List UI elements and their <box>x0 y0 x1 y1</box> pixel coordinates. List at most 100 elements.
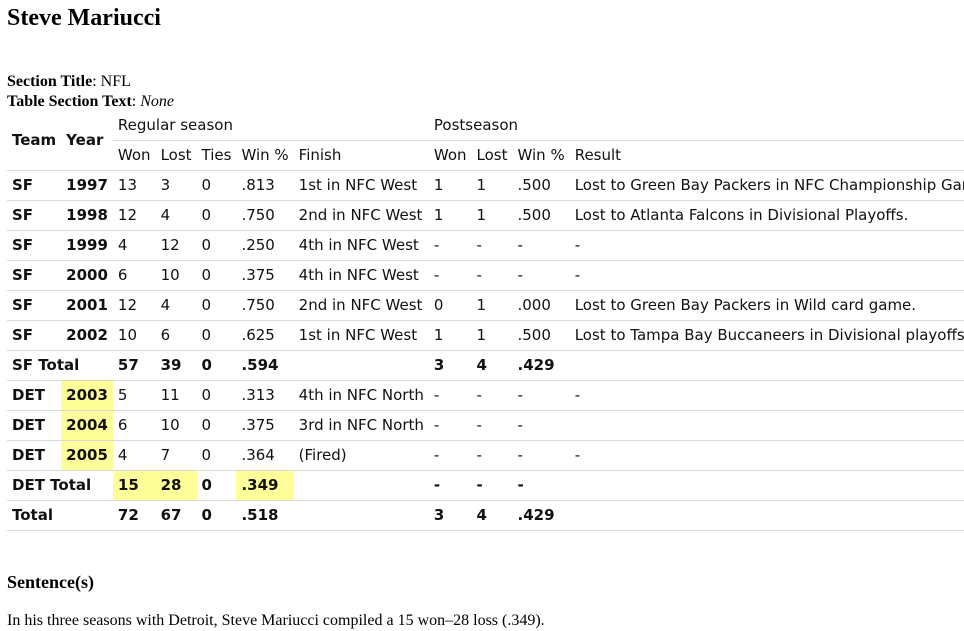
cell-post-won: - <box>428 410 472 441</box>
cell-win-pct: .375 <box>236 260 294 291</box>
cell-year: 1997 <box>61 170 113 201</box>
table-row: SF 1998 12 4 0 .750 2nd in NFC West 1 1 … <box>7 200 964 231</box>
cell-post-won: - <box>428 230 472 261</box>
cell-finish <box>293 500 429 531</box>
cell-year: 1998 <box>61 200 113 231</box>
cell-team: DET <box>7 440 62 471</box>
cell-post-lost: 4 <box>471 500 513 531</box>
cell-post-win-pct: .500 <box>512 170 570 201</box>
grand-total-row: Total 72 67 0 .518 3 4 .429 <box>7 500 964 531</box>
cell-won: 10 <box>112 320 156 351</box>
cell-lost: 6 <box>155 320 197 351</box>
cell-lost: 39 <box>155 350 197 381</box>
cell-finish: 2nd in NFC West <box>293 200 429 231</box>
cell-win-pct: .313 <box>236 380 294 411</box>
table-row: SF 1997 13 3 0 .813 1st in NFC West 1 1 … <box>7 170 964 201</box>
page-title: Steve Mariucci <box>7 5 161 31</box>
cell-finish: 1st in NFC West <box>293 320 429 351</box>
cell-year: 2001 <box>61 290 113 321</box>
cell-post-lost: - <box>471 470 513 501</box>
coaching-record-table: Team Year Regular season Postseason Won … <box>7 111 964 531</box>
cell-post-won: 3 <box>428 350 472 381</box>
cell-ties: 0 <box>196 410 237 441</box>
cell-finish <box>293 470 429 501</box>
table-section-text-label: Table Section Text <box>7 93 132 110</box>
cell-result: - <box>569 380 964 411</box>
cell-team: SF <box>7 170 62 201</box>
cell-won: 15 <box>112 470 156 501</box>
table-row: SF 2001 12 4 0 .750 2nd in NFC West 0 1 … <box>7 290 964 321</box>
cell-total-label: Total <box>7 500 113 531</box>
cell-post-lost: 1 <box>471 290 513 321</box>
cell-won: 5 <box>112 380 156 411</box>
cell-win-pct: .813 <box>236 170 294 201</box>
cell-won: 12 <box>112 290 156 321</box>
cell-post-won: - <box>428 260 472 291</box>
cell-result: Lost to Atlanta Falcons in Divisional Pl… <box>569 200 964 231</box>
cell-lost: 3 <box>155 170 197 201</box>
cell-year: 2002 <box>61 320 113 351</box>
cell-post-lost: 4 <box>471 350 513 381</box>
cell-ties: 0 <box>196 170 237 201</box>
cell-post-won: 0 <box>428 290 472 321</box>
header-team: Team <box>7 111 62 171</box>
cell-result <box>569 500 964 531</box>
cell-post-won: 1 <box>428 200 472 231</box>
cell-team: SF <box>7 200 62 231</box>
cell-team: SF <box>7 320 62 351</box>
subheader-result: Result <box>569 140 964 171</box>
table-subheader-row: Won Lost Ties Win % Finish Won Lost Win … <box>7 140 964 171</box>
cell-won: 12 <box>112 200 156 231</box>
sf-total-row: SF Total 57 39 0 .594 3 4 .429 <box>7 350 964 381</box>
cell-ties: 0 <box>196 500 237 531</box>
cell-post-win-pct: .500 <box>512 200 570 231</box>
table-row: SF 2002 10 6 0 .625 1st in NFC West 1 1 … <box>7 320 964 351</box>
cell-team: SF <box>7 260 62 291</box>
subheader-post-win-pct: Win % <box>512 140 570 171</box>
cell-post-win-pct: - <box>512 230 570 261</box>
cell-ties: 0 <box>196 440 237 471</box>
cell-lost: 28 <box>155 470 197 501</box>
cell-result: - <box>569 440 964 471</box>
cell-ties: 0 <box>196 260 237 291</box>
table-row: SF 2000 6 10 0 .375 4th in NFC West - - … <box>7 260 964 291</box>
cell-result: Lost to Green Bay Packers in Wild card g… <box>569 290 964 321</box>
cell-result <box>569 470 964 501</box>
cell-post-win-pct: .429 <box>512 500 570 531</box>
cell-win-pct: .594 <box>236 350 294 381</box>
cell-post-lost: 1 <box>471 170 513 201</box>
header-postseason: Postseason <box>428 111 964 141</box>
cell-year: 1999 <box>61 230 113 261</box>
cell-post-won: - <box>428 440 472 471</box>
cell-finish: (Fired) <box>293 440 429 471</box>
cell-post-won: 1 <box>428 170 472 201</box>
section-title-value: NFL <box>100 73 131 90</box>
subheader-lost: Lost <box>155 140 197 171</box>
cell-post-win-pct: .500 <box>512 320 570 351</box>
cell-team: DET <box>7 410 62 441</box>
table-row: SF 1999 4 12 0 .250 4th in NFC West - - … <box>7 230 964 261</box>
cell-ties: 0 <box>196 350 237 381</box>
cell-won: 4 <box>112 440 156 471</box>
cell-win-pct: .250 <box>236 230 294 261</box>
cell-won: 6 <box>112 410 156 441</box>
table-header-row: Team Year Regular season Postseason <box>7 111 964 171</box>
cell-ties: 0 <box>196 320 237 351</box>
table-row: DET 2004 6 10 0 .375 3rd in NFC North - … <box>7 410 964 441</box>
cell-finish: 4th in NFC West <box>293 260 429 291</box>
cell-post-won: - <box>428 380 472 411</box>
cell-lost: 7 <box>155 440 197 471</box>
cell-post-win-pct: - <box>512 440 570 471</box>
section-title-label: Section Title <box>7 73 93 90</box>
cell-ties: 0 <box>196 200 237 231</box>
cell-total-label: DET Total <box>7 470 113 501</box>
cell-post-lost: - <box>471 440 513 471</box>
cell-post-lost: 1 <box>471 320 513 351</box>
cell-total-label: SF Total <box>7 350 113 381</box>
cell-result <box>569 350 964 381</box>
cell-post-win-pct: - <box>512 380 570 411</box>
cell-post-win-pct: - <box>512 410 570 441</box>
cell-year: 2005 <box>61 440 113 471</box>
cell-year: 2000 <box>61 260 113 291</box>
cell-lost: 10 <box>155 260 197 291</box>
